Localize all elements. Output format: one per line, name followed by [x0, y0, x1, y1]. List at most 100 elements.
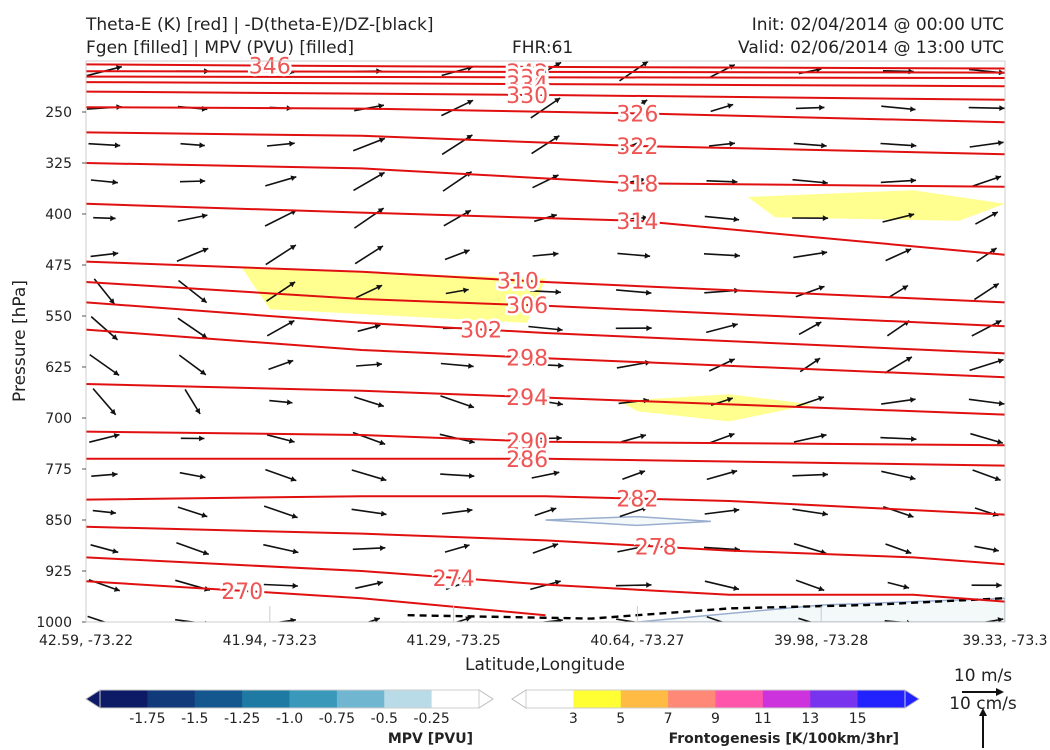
theta-e-contour	[86, 328, 1005, 379]
y-tick-label: 475	[45, 258, 72, 274]
fgen-filled-area	[242, 268, 546, 323]
wind-arrow	[796, 395, 825, 408]
y-tick-label: 250	[45, 105, 72, 121]
fgen-filled-area	[747, 190, 1005, 221]
wind-arrow	[266, 319, 295, 337]
wind-arrow	[527, 362, 564, 369]
wind-arrow	[88, 142, 121, 149]
wind-arrow	[92, 388, 117, 416]
wind-arrow	[445, 580, 469, 591]
wind-arrow	[617, 252, 651, 259]
init-time: Init: 02/04/2014 @ 00:00 UTC	[751, 15, 1004, 35]
colorbar-tick-label: -0.75	[319, 711, 355, 727]
wind-arrow	[976, 247, 998, 263]
wind-arrow	[968, 398, 1005, 407]
forecast-hour: FHR:61	[512, 38, 574, 58]
wind-arrow	[538, 617, 563, 622]
wind-arrow	[366, 617, 381, 622]
theta-e-contour	[86, 495, 1005, 516]
colorbar-tick-label: 11	[754, 711, 772, 727]
wind-arrow	[275, 617, 297, 622]
colorbar-segment	[194, 690, 243, 708]
theta-e-contour-label: 286	[506, 448, 548, 473]
theta-e-contour	[86, 162, 1005, 188]
chart-title-line2: Fgen [filled] | MPV (PVU) [filled]	[86, 38, 355, 58]
wind-arrow	[792, 471, 829, 478]
y-tick-label: 625	[45, 360, 72, 376]
wind-arrow	[353, 207, 385, 229]
wind-arrow	[532, 251, 559, 257]
wind-arrow	[529, 435, 562, 441]
wind-arrow	[441, 99, 474, 117]
wind-arrow	[527, 398, 564, 407]
wind-arrow	[792, 178, 828, 186]
theta-e-contour	[86, 90, 1005, 101]
wind-arrow	[91, 471, 118, 478]
wind-arrow	[971, 319, 1002, 337]
wind-arrow	[444, 543, 470, 553]
wind-arrow	[354, 396, 385, 408]
plot-frame	[85, 60, 1006, 623]
wind-arrow	[89, 433, 120, 443]
colorbar-tick-label: 13	[801, 711, 819, 727]
x-tick-label: 39.98, -73.28	[774, 633, 868, 649]
ref-arrow-label-top: 10 m/s	[954, 666, 1012, 686]
colorbar-tick-label: -0.5	[371, 711, 398, 727]
theta-e-contour-label: 274	[433, 567, 475, 592]
wind-arrow	[798, 321, 822, 336]
wind-arrow	[793, 250, 828, 259]
wind-arrow	[706, 615, 725, 622]
wind-arrow	[973, 282, 1000, 301]
x-tick-label: 39.33, -73.3	[962, 633, 1047, 649]
wind-arrow	[615, 325, 652, 332]
theta-e-contour-label: 298	[506, 346, 548, 371]
colorbar-tick-label: -1.25	[224, 711, 260, 727]
wind-arrow	[880, 177, 917, 184]
theta-e-contour-label: 294	[506, 386, 548, 411]
fgen-colorbar: 3 5 7 9 11 13 15 Frontogenesis [K/100km/3hr]	[511, 689, 920, 747]
theta-e-contour	[86, 430, 1005, 447]
colorbar-segment	[289, 690, 338, 708]
theta-e-contour	[86, 457, 1005, 467]
wind-arrow	[351, 469, 387, 482]
wind-arrow	[176, 541, 210, 556]
theta-e-contour-label: 322	[616, 135, 658, 160]
wind-arrow	[444, 249, 470, 261]
theta-e-contour	[86, 63, 1005, 70]
y-tick-label: 400	[45, 207, 72, 223]
theta-e-contour-label: 314	[616, 210, 658, 235]
wind-arrow	[357, 323, 381, 333]
wind-arrow	[352, 137, 386, 152]
colorbar-segment	[857, 690, 906, 708]
wind-arrow	[265, 175, 297, 187]
colorbar-segment	[668, 690, 716, 708]
theta-e-contour	[86, 525, 1005, 566]
theta-e-contour	[86, 281, 1005, 328]
theta-e-contour-label: 278	[635, 536, 677, 561]
valid-time: Valid: 02/06/2014 @ 13:00 UTC	[738, 38, 1004, 58]
wind-arrow	[266, 140, 295, 147]
colorbar-segment	[573, 690, 622, 708]
wind-arrow	[530, 289, 561, 295]
colorbar-tick-label: -1.75	[129, 711, 165, 727]
theta-e-contour	[86, 580, 546, 617]
wind-arrow	[621, 433, 647, 443]
wind-arrow	[795, 285, 825, 298]
y-tick-label: 325	[45, 156, 72, 172]
y-tick-label: 550	[45, 309, 72, 325]
wind-arrow	[269, 399, 293, 406]
colorbar-tick-label: -1.0	[276, 711, 303, 727]
wind-arrow	[795, 104, 825, 111]
theta-e-contour	[86, 81, 1005, 88]
colorbar-extend-high	[904, 689, 920, 709]
x-axis-label: Latitude,Longitude	[465, 655, 625, 675]
theta-e-contour-label: 282	[616, 488, 658, 513]
wind-arrow	[263, 543, 299, 555]
wind-arrow	[177, 317, 208, 339]
wind-arrow	[177, 213, 208, 222]
x-tick-label: 41.94, -73.23	[223, 633, 317, 649]
wind-arrow	[440, 362, 474, 369]
wind-arrow	[882, 212, 915, 223]
wind-arrow	[968, 105, 1005, 111]
wind-arrow	[92, 509, 116, 516]
